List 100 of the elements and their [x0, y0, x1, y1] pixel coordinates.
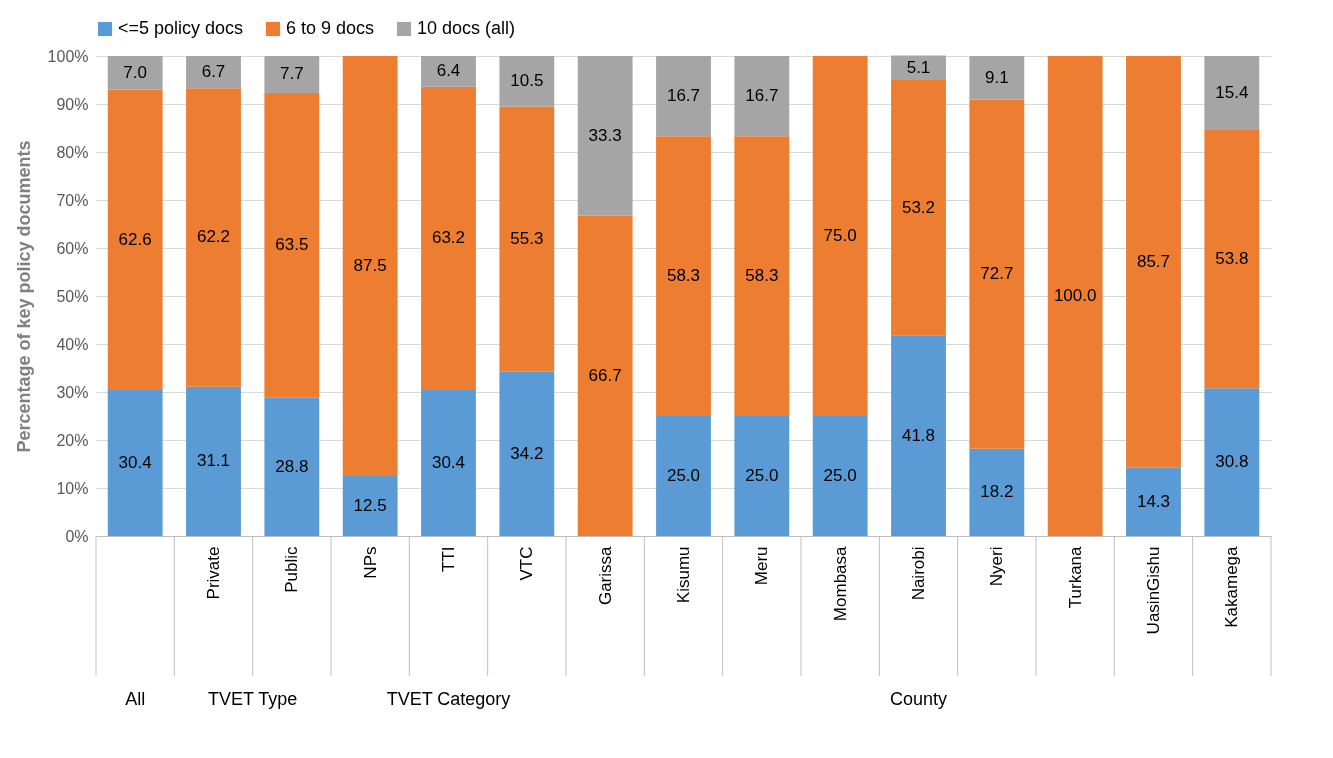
- data-label: 25.0: [666, 466, 701, 485]
- x-tick-label: NPs: [360, 546, 380, 579]
- data-label: 5.1: [906, 57, 931, 77]
- x-tick-label: Kisumu: [674, 546, 693, 604]
- text: All: [125, 689, 146, 709]
- text: County: [889, 689, 948, 709]
- bar: [734, 416, 790, 536]
- y-tick-label: 100%: [47, 47, 89, 65]
- data-label: 58.3: [745, 266, 779, 286]
- bar: [734, 56, 790, 137]
- data-label: 85.7: [1136, 251, 1171, 271]
- data-label: 25.0: [823, 466, 857, 485]
- bar: [499, 56, 555, 107]
- data-label: 87.5: [353, 256, 387, 275]
- x-tick-label: Mombasa: [830, 545, 850, 622]
- y-tick-label: 90%: [56, 95, 89, 113]
- data-label: 16.7: [745, 86, 779, 106]
- x-tick-label: Nairobi: [909, 546, 928, 601]
- bar: [656, 56, 711, 137]
- x-tick-label: Nyeri: [987, 546, 1007, 587]
- data-label: 100.0: [1053, 286, 1097, 305]
- data-label: 14.3: [1136, 491, 1171, 511]
- legend-label: <=5 policy docs: [118, 18, 244, 38]
- bar: [891, 80, 946, 336]
- data-label: 62.6: [118, 229, 152, 249]
- y-tick-label: 0%: [65, 527, 89, 545]
- y-tick-label: 50%: [56, 287, 89, 305]
- bar: [186, 56, 241, 89]
- x-tick-label: VTC: [517, 546, 537, 581]
- data-label: 31.1: [196, 451, 231, 471]
- bar: [656, 136, 711, 416]
- bar: [734, 136, 790, 416]
- bar: [969, 448, 1025, 536]
- bar: [969, 99, 1025, 449]
- bar: [812, 416, 868, 536]
- x-tick-label: Meru: [752, 546, 772, 586]
- bar: [342, 56, 398, 476]
- bar: [421, 86, 476, 391]
- data-label: 18.2: [980, 482, 1014, 502]
- bar: [812, 56, 868, 416]
- data-label: 62.2: [196, 227, 231, 247]
- bar: [499, 371, 555, 536]
- data-label: 34.2: [510, 443, 544, 463]
- bar: [499, 106, 555, 372]
- bar: [107, 89, 163, 391]
- data-label: 41.8: [901, 425, 936, 445]
- bar: [1047, 56, 1103, 536]
- y-tick-label: 60%: [56, 239, 89, 257]
- bar: [107, 56, 163, 90]
- bar: [891, 55, 946, 80]
- data-label: 9.1: [985, 67, 1009, 87]
- bar: [1126, 56, 1181, 468]
- data-label: 53.8: [1215, 249, 1249, 269]
- legend-label: 6 to 9 docs: [286, 18, 375, 38]
- bar: [577, 56, 633, 216]
- bar: [186, 386, 241, 536]
- bar: [1204, 129, 1260, 389]
- legend-label: 10 docs (all): [417, 18, 516, 38]
- y-tick-label: 80%: [56, 143, 89, 161]
- data-label: 72.7: [980, 264, 1014, 284]
- x-tick-label: Private: [204, 546, 223, 600]
- bar: [186, 88, 241, 387]
- y-tick-label: 20%: [56, 431, 89, 449]
- y-tick-label: 30%: [56, 383, 89, 401]
- data-label: 58.3: [666, 266, 701, 286]
- bar: [342, 476, 398, 536]
- y-tick-label: 10%: [56, 479, 89, 497]
- bar: [421, 390, 476, 536]
- data-label: 63.5: [275, 235, 309, 255]
- data-label: 6.4: [436, 61, 461, 81]
- data-label: 10.5: [510, 71, 544, 91]
- data-label: 12.5: [353, 496, 387, 515]
- data-label: 30.8: [1215, 452, 1249, 472]
- data-label: 25.0: [745, 466, 779, 485]
- x-tick-label: Garissa: [595, 545, 615, 606]
- bar: [264, 56, 320, 93]
- data-label: 16.7: [666, 86, 701, 106]
- data-label: 55.3: [510, 229, 544, 249]
- x-tick-label: TTI: [439, 546, 458, 572]
- bar: [891, 335, 946, 536]
- bar: [264, 92, 320, 398]
- data-label: 66.7: [588, 365, 622, 385]
- data-label: 30.4: [431, 453, 466, 473]
- data-label: 7.7: [280, 64, 304, 84]
- data-label: 30.4: [118, 453, 152, 473]
- bar: [264, 397, 320, 536]
- y-tick-label: 40%: [56, 335, 89, 353]
- x-tick-label: UasinGishu: [1144, 546, 1163, 635]
- data-label: 15.4: [1215, 82, 1249, 102]
- x-tick-label: Public: [282, 546, 302, 593]
- data-label: 75.0: [823, 226, 857, 245]
- bar: [1126, 467, 1181, 536]
- data-label: 63.2: [431, 228, 466, 248]
- y-tick-label: 70%: [56, 191, 89, 209]
- bar: [1204, 56, 1260, 130]
- bar: [969, 56, 1025, 100]
- data-label: 53.2: [901, 197, 936, 217]
- bar: [577, 215, 633, 536]
- x-tick-label: Turkana: [1065, 545, 1085, 609]
- bar: [1204, 388, 1260, 536]
